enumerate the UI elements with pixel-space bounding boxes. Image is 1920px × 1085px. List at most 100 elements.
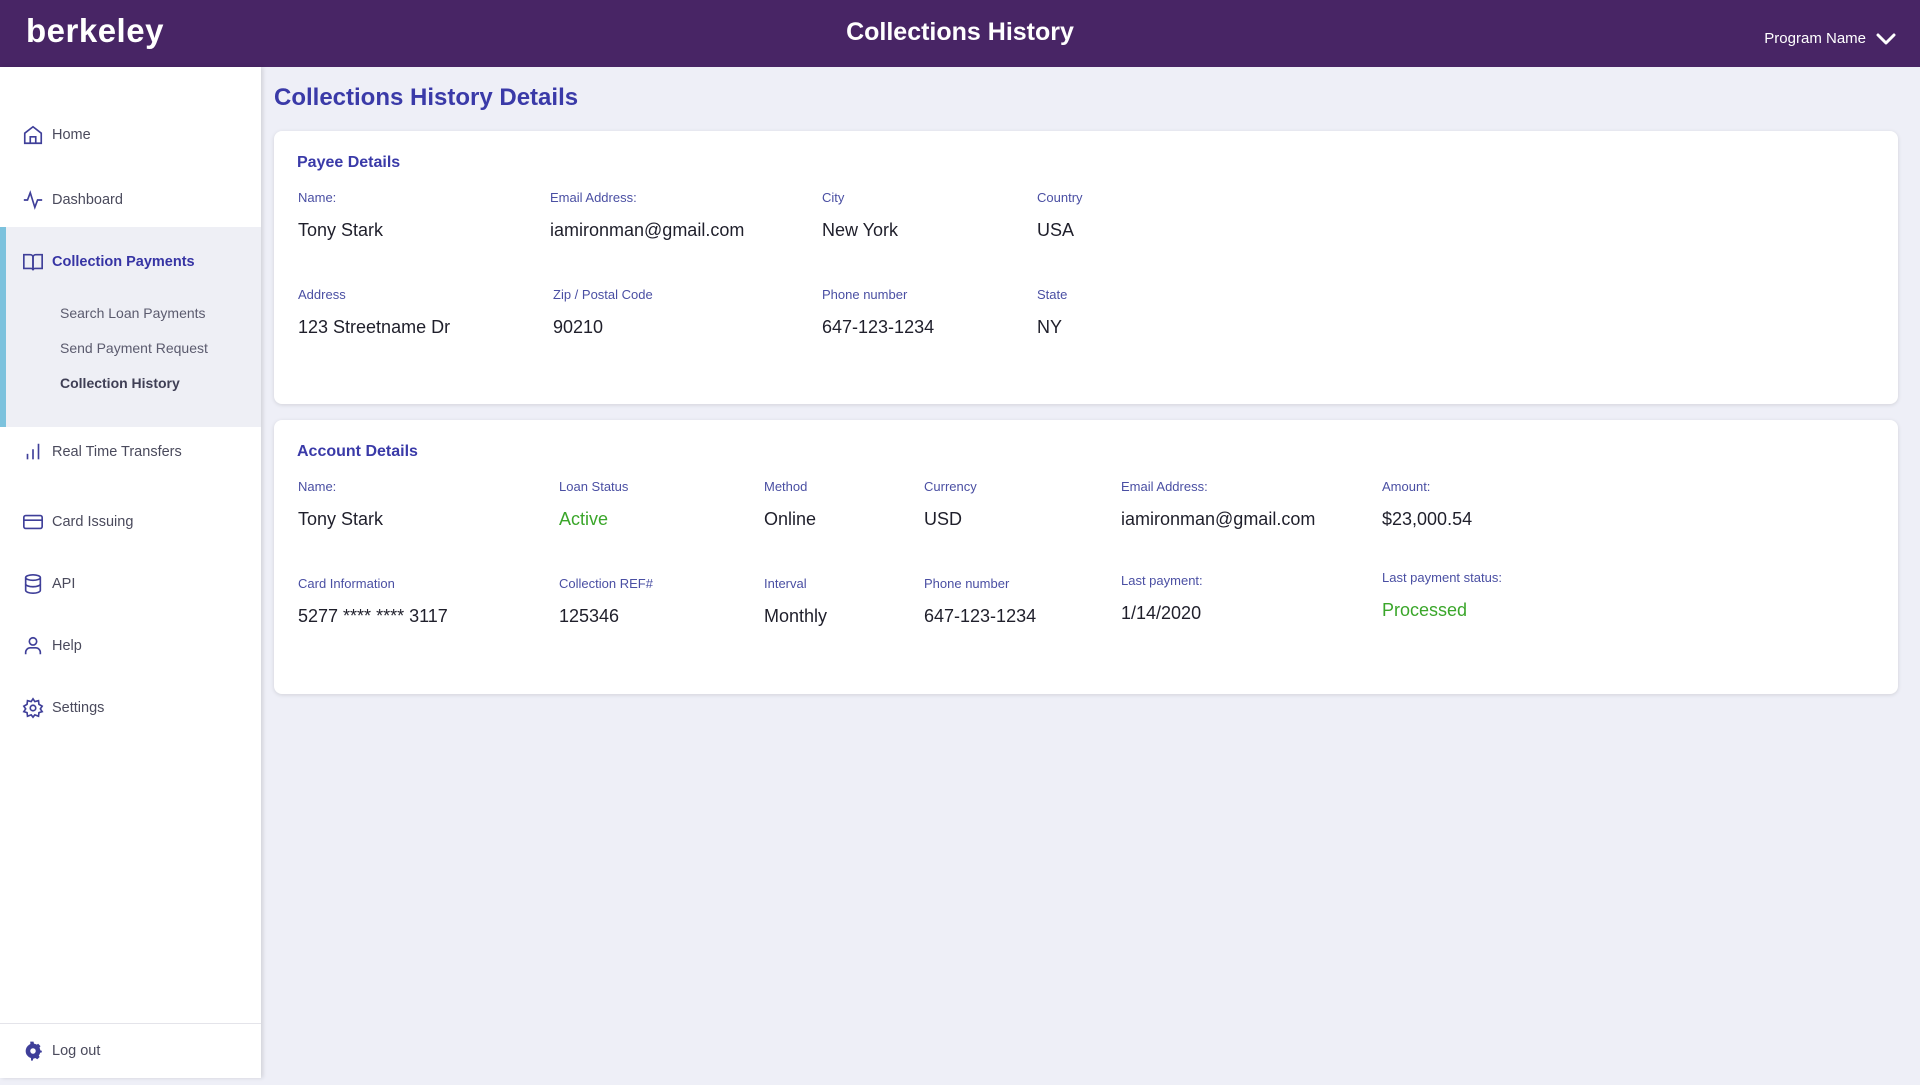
field-label: Name: xyxy=(298,190,337,205)
gear-icon xyxy=(21,696,45,720)
sidebar-item-label: Collection Payments xyxy=(52,254,195,270)
payee-phone-field: Phone number 647-123-1234 xyxy=(822,287,934,338)
payee-address-field: Address 123 Streetname Dr xyxy=(298,287,450,338)
sidebar: Home Dashboard Collection Payments Searc… xyxy=(0,67,261,1078)
sidebar-item-card-issuing[interactable]: Card Issuing xyxy=(0,502,261,542)
sidebar-subitem-send-payment-request[interactable]: Send Payment Request xyxy=(60,340,208,356)
field-value: 5277 **** **** 3117 xyxy=(298,606,448,626)
berkeley-logo[interactable]: berkeley xyxy=(26,12,164,50)
sidebar-subitem-collection-history[interactable]: Collection History xyxy=(60,375,180,391)
sidebar-item-help[interactable]: Help xyxy=(0,626,261,666)
account-last-payment-status-field: Last payment status: Processed xyxy=(1382,570,1502,621)
field-value: iamironman@gmail.com xyxy=(550,220,745,240)
field-value: $23,000.54 xyxy=(1382,509,1473,529)
account-details-title: Account Details xyxy=(297,443,418,460)
field-label: Email Address: xyxy=(550,190,637,205)
program-select[interactable]: Program Name xyxy=(1764,30,1896,47)
payee-details-title: Payee Details xyxy=(297,154,401,171)
sidebar-item-label: API xyxy=(52,576,76,592)
account-details-card: Account Details Name: Tony Stark Loan St… xyxy=(274,420,1898,694)
field-label: City xyxy=(822,190,845,205)
user-icon xyxy=(21,634,45,658)
field-value: Online xyxy=(764,509,817,529)
sidebar-item-label: Dashboard xyxy=(52,192,123,208)
sidebar-item-home[interactable]: Home xyxy=(0,115,261,155)
program-select-label: Program Name xyxy=(1764,30,1866,47)
field-label: Card Information xyxy=(298,576,395,591)
status-badge: Active xyxy=(559,509,609,529)
payee-city-field: City New York xyxy=(822,190,898,241)
logout-label: Log out xyxy=(52,1043,101,1059)
sidebar-item-api[interactable]: API xyxy=(0,564,261,604)
payee-state-field: State NY xyxy=(1037,287,1067,338)
sidebar-item-label: Card Issuing xyxy=(52,514,134,530)
top-bar: berkeley Collections History Program Nam… xyxy=(0,0,1920,67)
account-email-field: Email Address: iamironman@gmail.com xyxy=(1121,479,1315,530)
page-title: Collections History Details xyxy=(274,84,579,111)
payee-email-field: Email Address: iamironman@gmail.com xyxy=(550,190,744,241)
payee-name-field: Name: Tony Stark xyxy=(298,190,383,241)
account-method-field: Method Online xyxy=(764,479,816,530)
sidebar-item-dashboard[interactable]: Dashboard xyxy=(0,180,261,220)
status-badge: Processed xyxy=(1382,600,1468,620)
field-value: Tony Stark xyxy=(298,220,384,240)
field-value: New York xyxy=(822,220,899,240)
field-label: Collection REF# xyxy=(559,576,653,591)
field-value: 123 Streetname Dr xyxy=(298,317,451,337)
field-value: 647-123-1234 xyxy=(822,317,935,337)
account-last-payment-field: Last payment: 1/14/2020 xyxy=(1121,573,1203,624)
field-value: iamironman@gmail.com xyxy=(1121,509,1316,529)
credit-card-icon xyxy=(21,510,45,534)
sidebar-item-label: Settings xyxy=(52,700,105,716)
account-collection-ref-field: Collection REF# 125346 xyxy=(559,576,653,627)
bar-chart-icon xyxy=(21,440,45,464)
field-label: Phone number xyxy=(924,576,1010,591)
account-name-field: Name: Tony Stark xyxy=(298,479,383,530)
database-icon xyxy=(21,572,45,596)
sidebar-item-collection-payments[interactable]: Collection Payments xyxy=(0,242,255,282)
field-label: Currency xyxy=(924,479,977,494)
field-label: Phone number xyxy=(822,287,908,302)
field-value: NY xyxy=(1037,317,1063,337)
home-icon xyxy=(21,123,45,147)
field-value: 1/14/2020 xyxy=(1121,603,1202,623)
account-phone-field: Phone number 647-123-1234 xyxy=(924,576,1036,627)
logout-button[interactable]: Log out xyxy=(0,1031,261,1071)
field-label: Interval xyxy=(764,576,807,591)
account-currency-field: Currency USD xyxy=(924,479,977,530)
activity-icon xyxy=(21,188,45,212)
field-label: Last payment: xyxy=(1121,573,1203,588)
field-label: Email Address: xyxy=(1121,479,1208,494)
logout-section: Log out xyxy=(0,1023,261,1078)
sidebar-item-settings[interactable]: Settings xyxy=(0,688,261,728)
sidebar-item-label: Help xyxy=(52,638,82,654)
account-amount-field: Amount: $23,000.54 xyxy=(1382,479,1472,530)
field-value: Monthly xyxy=(764,606,828,626)
sidebar-item-label: Home xyxy=(52,127,91,143)
sidebar-item-real-time-transfers[interactable]: Real Time Transfers xyxy=(0,432,261,472)
account-card-info-field: Card Information 5277 **** **** 3117 xyxy=(298,576,448,627)
account-loan-status-field: Loan Status Active xyxy=(559,479,628,530)
field-value: Tony Stark xyxy=(298,509,384,529)
field-label: Name: xyxy=(298,479,337,494)
field-value: 90210 xyxy=(553,317,604,337)
field-value: USD xyxy=(924,509,963,529)
field-label: Last payment status: xyxy=(1382,570,1502,585)
field-value: 125346 xyxy=(559,606,620,626)
field-value: 647-123-1234 xyxy=(924,606,1037,626)
payee-country-field: Country USA xyxy=(1037,190,1083,241)
sidebar-subitem-search-loan-payments[interactable]: Search Loan Payments xyxy=(60,305,206,321)
field-label: Loan Status xyxy=(559,479,629,494)
field-label: Method xyxy=(764,479,808,494)
field-label: State xyxy=(1037,287,1068,302)
payee-zip-field: Zip / Postal Code 90210 xyxy=(553,287,653,338)
field-label: Address xyxy=(298,287,346,302)
cog-icon xyxy=(21,1039,45,1063)
field-label: Country xyxy=(1037,190,1083,205)
sidebar-group-collection-payments: Collection Payments Search Loan Payments… xyxy=(0,227,261,427)
field-value: USA xyxy=(1037,220,1075,240)
field-label: Zip / Postal Code xyxy=(553,287,653,302)
book-open-icon xyxy=(21,250,45,274)
payee-details-card: Payee Details Name: Tony Stark Email Add… xyxy=(274,131,1898,404)
chevron-down-icon xyxy=(1876,33,1896,44)
